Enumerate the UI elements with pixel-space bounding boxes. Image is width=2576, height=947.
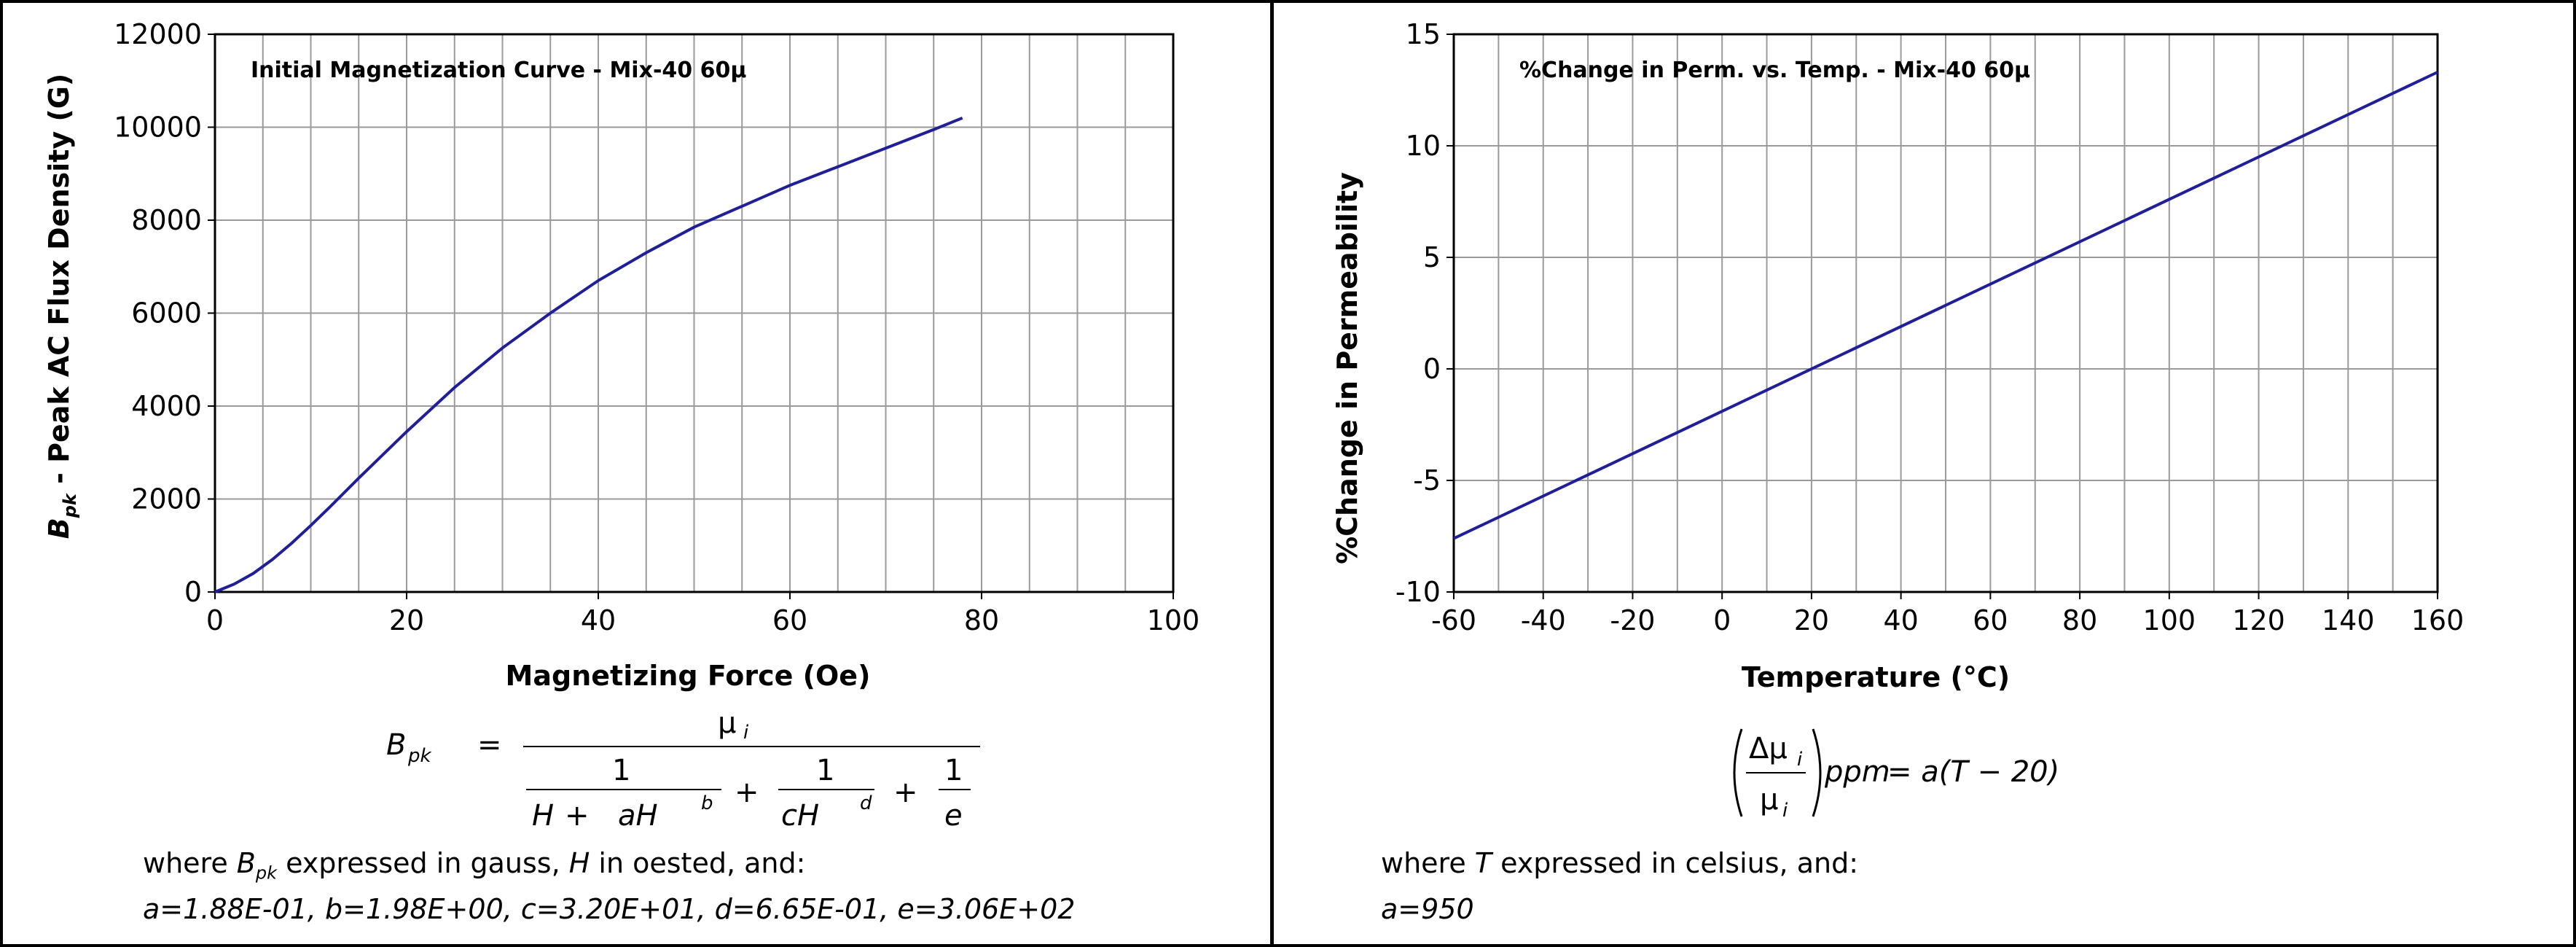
- eq-term1-ah: aH: [618, 799, 658, 833]
- note-right-post: expressed in celsius, and:: [1492, 847, 1858, 879]
- magnetization-chart: 0 2000 4000 6000 8000 10000 12000 0 20 40 60 80 100…: [43, 18, 1199, 692]
- note-left-mid: expressed in gauss,: [277, 847, 569, 879]
- x-tick-label: 100: [2143, 604, 2196, 636]
- x-tick-label: 160: [2411, 604, 2465, 636]
- eq-term3-numerator: 1: [944, 754, 963, 787]
- magnetization-coefficients: a=1.88E-01, b=1.98E+00, c=3.20E+01, d=6.…: [143, 893, 1075, 925]
- y-axis-b-symbol: B: [43, 518, 75, 539]
- note-left-post: in oested, and:: [590, 847, 806, 879]
- permeability-chart: -10 -5 0 5 10 15 -60 -40 -20 0 20 40 60 80 100 120 140 1…: [1331, 18, 2464, 693]
- permeability-line: [1453, 71, 2438, 540]
- eq-left-paren: [1733, 728, 1743, 817]
- permeability-x-ticks: -60 -40 -20 0 20 40 60 80 100 120 140 160: [1431, 592, 2464, 636]
- note-right-t: T: [1474, 847, 1492, 879]
- permeability-grid: [1453, 34, 2438, 593]
- permeability-units-note: where T expressed in celsius, and:: [1381, 847, 1858, 879]
- eq-lhs-b: B: [386, 728, 406, 762]
- y-tick-label: 0: [184, 576, 202, 608]
- magnetization-chart-title: Initial Magnetization Curve - Mix-40 60µ: [251, 58, 746, 83]
- x-tick-label: 120: [2232, 604, 2285, 636]
- eq-plus-1: +: [735, 776, 759, 809]
- y-tick-label: -5: [1413, 464, 1441, 496]
- eq-right-paren: [1812, 728, 1822, 817]
- permeability-equation: Δµ i µ i ppm = a(T − 20): [1733, 728, 2059, 822]
- y-axis-pk-subscript: pk: [60, 492, 80, 518]
- magnetization-curve: [214, 116, 963, 593]
- x-tick-label: -40: [1521, 604, 1566, 636]
- x-tick-label: 60: [1973, 604, 2008, 636]
- eq-numerator-sub: i: [743, 722, 749, 744]
- permeability-y-ticks: -10 -5 0 5 10 15: [1395, 18, 1454, 608]
- permeability-chart-title: %Change in Perm. vs. Temp. - Mix-40 60µ: [1519, 58, 2030, 83]
- y-tick-label: 8000: [131, 204, 202, 236]
- y-axis-title-rest: - Peak AC Flux Density (G): [43, 74, 75, 494]
- y-tick-label: 10000: [114, 112, 202, 144]
- eq-term1-plus: +: [565, 799, 590, 833]
- eq-term1-exponent: b: [701, 792, 713, 814]
- y-tick-label: -10: [1395, 576, 1441, 608]
- x-tick-label: 140: [2322, 604, 2375, 636]
- y-tick-label: 0: [1423, 353, 1441, 385]
- y-tick-label: 6000: [131, 297, 202, 330]
- magnetization-grid: [214, 34, 1174, 593]
- eq-term2-exponent: d: [860, 792, 872, 814]
- x-tick-label: 60: [772, 604, 807, 636]
- panel-divider: [1270, 0, 1274, 947]
- note-left-h: H: [568, 847, 590, 879]
- note-left-pre: where: [143, 847, 237, 879]
- x-tick-label: 0: [206, 604, 224, 636]
- note-left-b: B: [236, 847, 256, 879]
- y-tick-label: 15: [1406, 18, 1441, 50]
- permeability-y-axis-title: %Change in Permeability: [1331, 172, 1363, 564]
- eq-term1-h: H: [532, 799, 554, 833]
- eq-term1-numerator: 1: [612, 754, 630, 787]
- note-right-coefficient: a=950: [1381, 893, 1474, 925]
- eq-ppm: ppm: [1824, 755, 1890, 789]
- note-left-coefficients: a=1.88E-01, b=1.98E+00, c=3.20E+01, d=6.…: [143, 893, 1076, 925]
- x-tick-label: -60: [1431, 604, 1476, 636]
- x-tick-label: 100: [1147, 604, 1200, 636]
- eq-mu-den: µ: [1760, 783, 1778, 817]
- eq-lhs-sub: pk: [407, 745, 432, 767]
- magnetization-x-ticks: 0 20 40 60 80 100: [206, 592, 1199, 636]
- eq-term2-ch: cH: [781, 799, 819, 833]
- y-tick-label: 4000: [131, 390, 202, 422]
- eq-rhs: = a(T − 20): [1887, 755, 2059, 789]
- permeability-plot-frame: [1452, 33, 2439, 593]
- x-tick-label: 80: [964, 604, 999, 636]
- y-tick-label: 5: [1423, 241, 1441, 273]
- magnetization-y-axis-title: Bpk - Peak AC Flux Density (G): [43, 74, 80, 539]
- eq-plus-2: +: [893, 776, 918, 809]
- x-tick-label: 0: [1713, 604, 1731, 636]
- x-tick-label: 40: [1883, 604, 1918, 636]
- eq-equals: =: [477, 728, 502, 762]
- note-right-pre: where: [1381, 847, 1475, 879]
- x-tick-label: -20: [1610, 604, 1655, 636]
- eq-numerator-mu: µ: [718, 706, 736, 740]
- note-left-sub: pk: [255, 862, 278, 884]
- magnetization-y-ticks: 0 2000 4000 6000 8000 10000 12000: [114, 18, 215, 608]
- magnetization-units-note: where Bpk expressed in gauss, H in oeste…: [143, 847, 805, 884]
- y-tick-label: 12000: [114, 18, 202, 50]
- y-tick-label: 2000: [131, 483, 202, 515]
- eq-delta-mu-sub: i: [1797, 749, 1803, 771]
- magnetization-equation: B pk = µ i 1 H + aH b + 1 cH d + 1 e: [386, 706, 980, 833]
- eq-term3-e: e: [944, 799, 963, 833]
- x-tick-label: 40: [581, 604, 616, 636]
- permeability-x-axis-title: Temperature (°C): [1742, 661, 2010, 693]
- eq-term2-numerator: 1: [816, 754, 834, 787]
- eq-mu-den-sub: i: [1782, 800, 1788, 822]
- permeability-coefficients: a=950: [1381, 893, 1474, 925]
- x-tick-label: 80: [2062, 604, 2097, 636]
- magnetization-x-axis-title: Magnetizing Force (Oe): [506, 660, 871, 692]
- eq-delta-mu: Δµ: [1749, 732, 1788, 765]
- y-tick-label: 10: [1406, 130, 1441, 162]
- x-tick-label: 20: [1794, 604, 1829, 636]
- x-tick-label: 20: [389, 604, 424, 636]
